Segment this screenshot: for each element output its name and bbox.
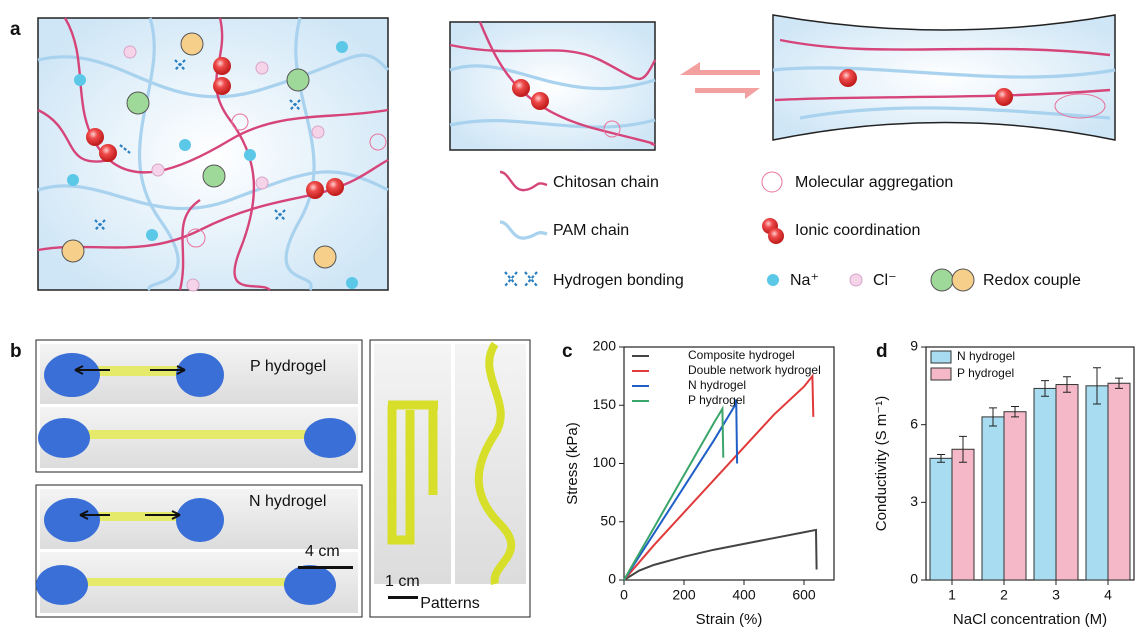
y-tick-label: 200	[593, 338, 617, 354]
y-tick-label: 50	[600, 512, 616, 528]
bar	[982, 417, 1004, 580]
legend-label: PAM chain	[553, 222, 629, 239]
bar	[1086, 386, 1108, 580]
x-tick-label: 400	[732, 587, 756, 603]
caption: Patterns	[420, 595, 480, 612]
x-axis-label: Strain (%)	[696, 611, 763, 628]
legend-label: P hydrogel	[688, 393, 745, 407]
x-tick-label: 3	[1052, 587, 1060, 603]
bar	[1004, 412, 1026, 580]
bar	[1108, 383, 1130, 580]
bar	[952, 449, 974, 580]
data-line	[624, 530, 817, 580]
y-tick-label: 150	[593, 396, 617, 412]
legend-label: Double network hydrogel	[688, 363, 821, 377]
bar	[1056, 385, 1078, 580]
data-line	[624, 399, 737, 580]
scale-label: 4 cm	[305, 543, 340, 560]
x-tick-label: 200	[672, 587, 696, 603]
scale-label: 1 cm	[385, 573, 420, 590]
legend-label: Hydrogen bonding	[553, 272, 684, 289]
x-tick-label: 2	[1000, 587, 1008, 603]
y-axis-label: Stress (kPa)	[564, 422, 581, 505]
figure: a Chitosan chain Molecular aggregation P…	[0, 0, 1137, 632]
y-tick-label: 0	[608, 571, 616, 587]
schematic-network	[38, 18, 388, 291]
y-tick-label: 9	[910, 338, 918, 354]
y-axis-label: Conductivity (S m⁻¹)	[873, 396, 890, 531]
legend-label: Molecular aggregation	[795, 174, 953, 191]
panel-label: c	[562, 341, 573, 362]
legend-label: N hydrogel	[688, 378, 746, 392]
x-tick-label: 1	[948, 587, 956, 603]
legend-swatch	[931, 368, 951, 380]
legend-label: Cl⁻	[873, 272, 897, 289]
legend-label: Composite hydrogel	[688, 348, 795, 362]
bar	[1034, 388, 1056, 580]
y-tick-label: 100	[593, 454, 617, 470]
x-tick-label: 0	[620, 587, 628, 603]
panel-label: d	[876, 341, 888, 362]
legend-label: Ionic coordination	[795, 222, 920, 239]
legend-label: Redox couple	[983, 272, 1081, 289]
legend-label: P hydrogel	[957, 366, 1014, 380]
legend-swatch	[931, 351, 951, 363]
y-tick-label: 0	[910, 571, 918, 587]
panel-label: b	[10, 341, 22, 362]
x-axis-label: NaCl concentration (M)	[953, 611, 1107, 628]
data-line	[624, 409, 723, 580]
legend-label: Chitosan chain	[553, 174, 659, 191]
photo-label: N hydrogel	[249, 493, 326, 510]
bar	[930, 458, 952, 580]
panel-label: a	[10, 19, 21, 40]
y-tick-label: 3	[910, 493, 918, 509]
photo-label: P hydrogel	[250, 358, 326, 375]
legend-label: N hydrogel	[957, 349, 1015, 363]
x-tick-label: 600	[792, 587, 816, 603]
legend-label: Na⁺	[790, 272, 819, 289]
schematic-stretch	[450, 15, 1115, 150]
y-tick-label: 6	[910, 415, 918, 431]
photos	[36, 340, 530, 617]
x-tick-label: 4	[1104, 587, 1112, 603]
